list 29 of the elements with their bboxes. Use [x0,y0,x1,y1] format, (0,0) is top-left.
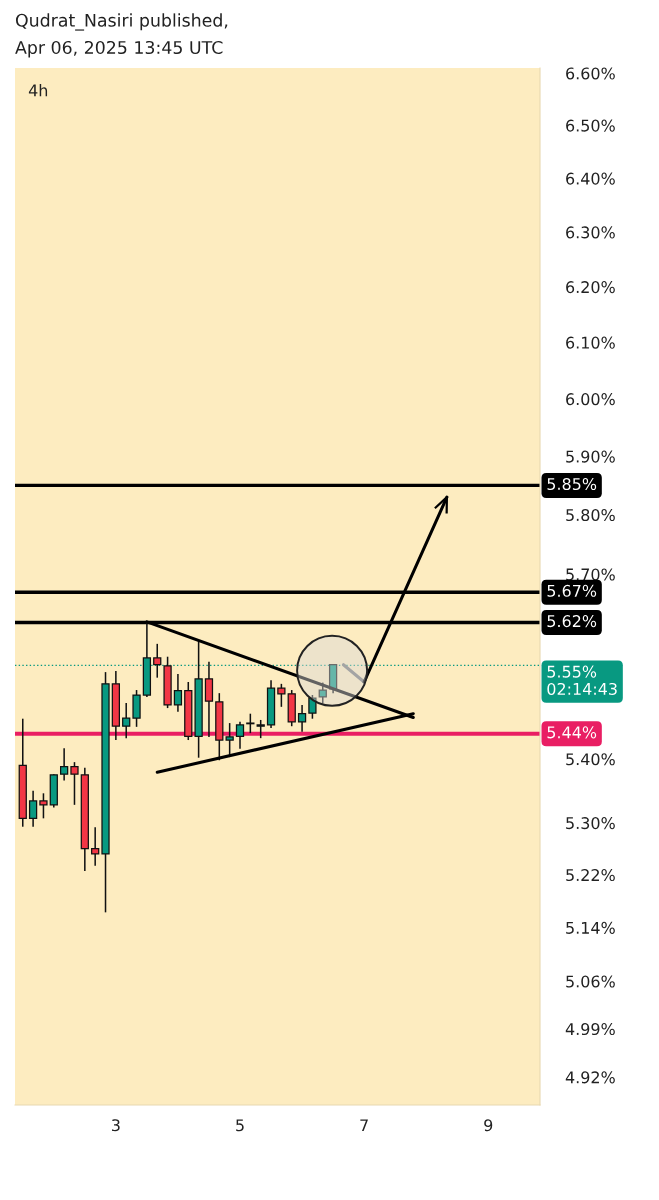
y-tick-label: 5.06% [566,975,615,988]
y-tick-label: 6.30% [566,226,615,239]
ref-line-label: 5.85% [547,477,597,491]
ref-line-label: 5.67% [547,584,597,597]
y-tick-label: 5.70% [566,568,615,581]
y-tick-label: 6.00% [566,393,615,406]
y-tick-label: 5.14% [566,921,615,934]
x-tick-label: 7 [360,1119,368,1132]
y-tick-label: 6.10% [566,336,615,349]
y-tick-label: 6.50% [566,119,615,132]
y-tick-label: 4.92% [565,1071,615,1084]
y-tick-label: 6.60% [566,67,615,80]
ref-line-label: 5.62% [547,615,597,628]
x-tick-label: 9 [484,1119,493,1132]
chart-subtitle: Apr 06, 2025 13:45 UTC [15,40,223,58]
y-tick-label: 5.90% [566,450,615,463]
ref-line-label: 5.44% [547,726,597,739]
y-tick-label: 6.20% [566,281,615,294]
y-tick-label: 4.99% [565,1023,615,1036]
y-tick-label: 5.80% [566,508,615,522]
x-tick-label: 3 [112,1119,120,1132]
y-tick-label: 5.40% [566,753,615,766]
ref-line-label: 5.55% 02:14:43 [547,665,617,695]
y-tick-label: 5.22% [566,869,615,882]
y-tick-label: 6.40% [566,172,615,185]
y-tick-label: 5.30% [566,817,615,830]
chart-title: Qudrat_Nasiri published, [15,13,228,31]
x-tick-label: 5 [236,1119,244,1132]
annotation: 4h [28,84,48,97]
